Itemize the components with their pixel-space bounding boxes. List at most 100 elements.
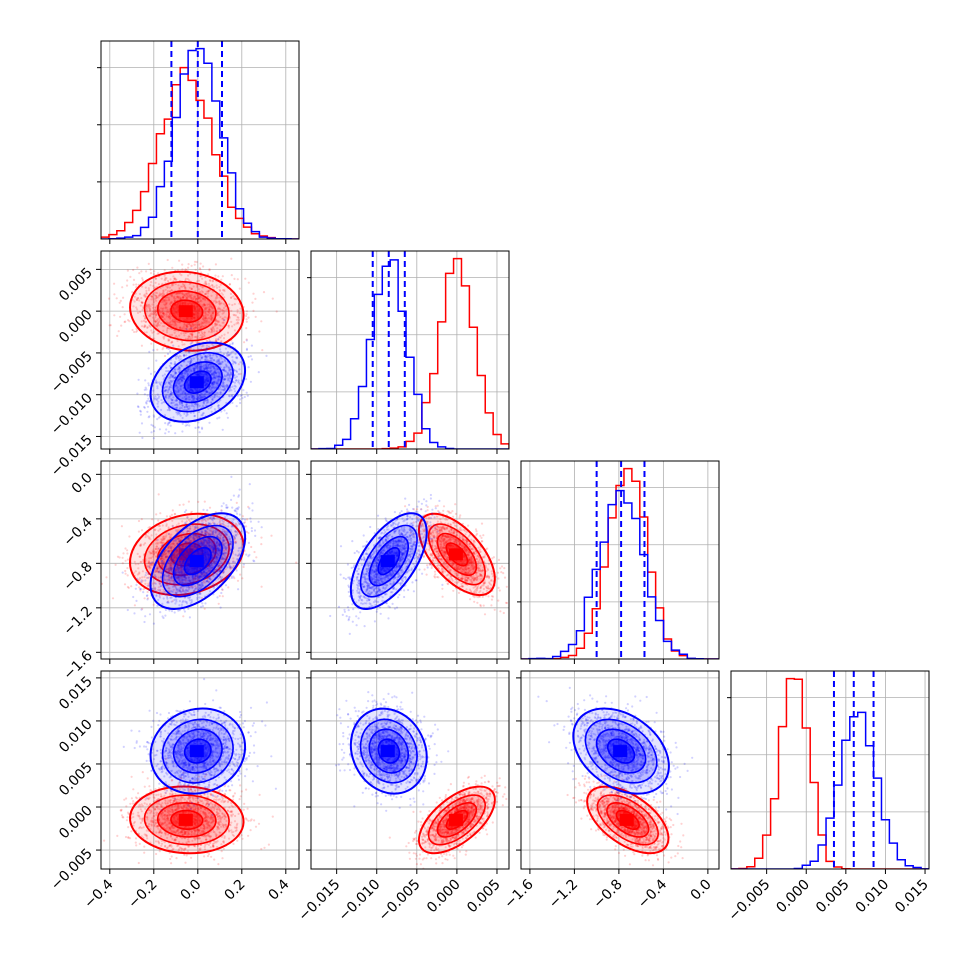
scatter-point bbox=[260, 543, 263, 546]
scatter-point bbox=[138, 272, 141, 275]
scatter-point bbox=[217, 275, 220, 278]
scatter-point bbox=[218, 329, 222, 332]
scatter-point bbox=[194, 326, 197, 329]
scatter-point bbox=[251, 502, 254, 505]
scatter-point bbox=[250, 545, 253, 549]
scatter-point bbox=[219, 307, 222, 310]
scatter-point bbox=[163, 298, 166, 301]
scatter-point bbox=[178, 326, 181, 329]
scatter-point bbox=[206, 313, 209, 316]
scatter-point bbox=[156, 332, 159, 335]
scatter-point bbox=[183, 323, 186, 326]
scatter-point bbox=[223, 290, 226, 293]
scatter-point bbox=[214, 297, 217, 300]
scatter-point bbox=[183, 322, 186, 325]
scatter-point bbox=[173, 320, 176, 323]
scatter-point bbox=[155, 291, 159, 295]
scatter-point bbox=[204, 312, 207, 315]
scatter-point bbox=[140, 422, 144, 425]
scatter-point bbox=[185, 326, 188, 329]
scatter-point bbox=[179, 298, 182, 301]
scatter-point bbox=[179, 326, 182, 329]
scatter-point bbox=[184, 268, 187, 271]
scatter-point bbox=[170, 295, 174, 298]
scatter-point bbox=[175, 305, 178, 309]
scatter-point bbox=[178, 296, 181, 299]
scatter-point bbox=[182, 296, 185, 299]
scatter-point bbox=[190, 318, 193, 321]
scatter-point bbox=[221, 428, 224, 431]
scatter-point bbox=[134, 292, 137, 295]
scatter-point bbox=[153, 313, 156, 316]
scatter-point bbox=[146, 405, 150, 408]
scatter-point bbox=[157, 493, 160, 496]
scatter-point bbox=[218, 594, 221, 598]
scatter-point bbox=[174, 320, 177, 323]
scatter-point bbox=[245, 318, 248, 321]
scatter-point bbox=[168, 339, 171, 342]
scatter-point bbox=[154, 316, 157, 319]
scatter-point bbox=[182, 302, 185, 305]
scatter-point bbox=[147, 262, 150, 265]
scatter-point bbox=[163, 354, 167, 358]
scatter-point bbox=[121, 556, 124, 559]
scatter-point bbox=[173, 297, 176, 300]
scatter-point bbox=[275, 310, 278, 313]
scatter-point bbox=[151, 331, 154, 334]
scatter-point bbox=[184, 294, 187, 297]
scatter-point bbox=[107, 297, 111, 300]
scatter-point bbox=[196, 280, 199, 283]
scatter-point bbox=[215, 294, 219, 298]
scatter-point bbox=[220, 292, 223, 295]
scatter-point bbox=[251, 301, 254, 304]
scatter-point bbox=[183, 325, 186, 328]
scatter-point bbox=[216, 296, 219, 299]
scatter-point bbox=[193, 305, 196, 308]
scatter-point bbox=[171, 319, 174, 322]
scatter-point bbox=[152, 603, 155, 606]
scatter-point bbox=[179, 301, 182, 304]
scatter-point bbox=[202, 321, 205, 324]
scatter-point bbox=[191, 245, 193, 247]
scatter-point bbox=[160, 322, 163, 325]
scatter-point bbox=[195, 298, 198, 301]
scatter-point bbox=[161, 348, 164, 351]
scatter-point bbox=[178, 334, 181, 337]
scatter-point bbox=[216, 417, 219, 420]
scatter-point bbox=[158, 547, 161, 550]
scatter-point bbox=[199, 295, 203, 298]
scatter-point bbox=[161, 282, 164, 285]
scatter-point bbox=[202, 335, 205, 338]
scatter-point bbox=[146, 410, 149, 413]
scatter-point bbox=[151, 295, 154, 298]
scatter-point bbox=[190, 296, 193, 300]
scatter-point bbox=[218, 285, 221, 289]
scatter-point bbox=[182, 296, 185, 299]
scatter-point bbox=[145, 304, 148, 307]
scatter-point bbox=[188, 616, 191, 619]
scatter-point bbox=[111, 597, 115, 600]
scatter-point bbox=[192, 313, 195, 316]
scatter-point bbox=[201, 325, 204, 328]
scatter-point bbox=[194, 310, 197, 313]
scatter-point bbox=[215, 339, 218, 343]
scatter-point bbox=[207, 359, 210, 362]
scatter-point bbox=[209, 304, 212, 307]
scatter-point bbox=[228, 283, 231, 286]
scatter-point bbox=[149, 372, 153, 375]
scatter-point bbox=[180, 332, 183, 335]
scatter-point bbox=[136, 266, 139, 269]
scatter-point bbox=[203, 500, 206, 503]
scatter-point bbox=[119, 315, 122, 318]
scatter-point bbox=[161, 292, 164, 295]
scatter-point bbox=[149, 325, 152, 328]
scatter-point bbox=[208, 306, 211, 309]
scatter-point bbox=[194, 426, 197, 429]
scatter-point bbox=[169, 294, 172, 297]
scatter-point bbox=[173, 277, 176, 280]
scatter-point bbox=[128, 535, 131, 538]
scatter-point bbox=[178, 503, 181, 507]
scatter-point bbox=[204, 299, 207, 302]
panel-1-1 bbox=[307, 250, 510, 454]
scatter-point bbox=[173, 611, 176, 614]
